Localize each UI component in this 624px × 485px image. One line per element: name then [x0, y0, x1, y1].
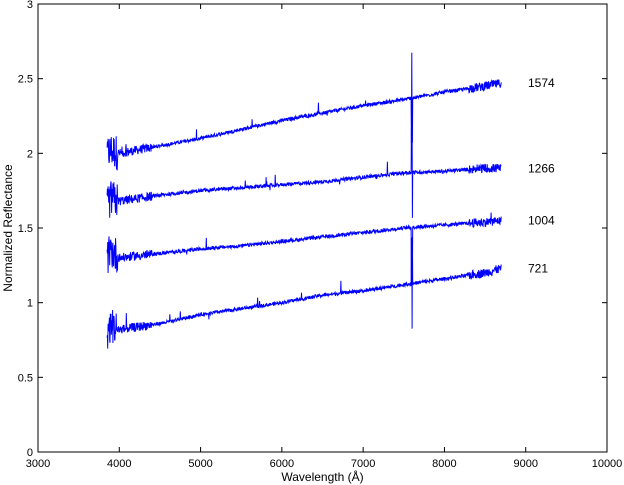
x-tick-label: 7000: [351, 458, 375, 470]
series-label-1266: 1266: [528, 161, 555, 175]
series-label-1004: 1004: [528, 214, 555, 228]
series-line-721: [106, 236, 502, 349]
x-tick-label: 6000: [270, 458, 294, 470]
series-line-1574: [106, 52, 502, 171]
series-lines: [106, 52, 502, 349]
x-tick-label: 3000: [26, 458, 50, 470]
axis-ticks: 3000 4000 5000 6000 7000 8000 9000 10000 0 0.5 1 1.…: [18, 0, 623, 470]
series-label-1574: 1574: [528, 76, 555, 90]
x-axis-label: Wavelength (Å): [281, 469, 363, 484]
x-tick-label: 9000: [513, 458, 537, 470]
series-label-721: 721: [528, 261, 548, 275]
y-tick-label: 2.5: [18, 74, 33, 86]
y-tick-label: 1: [27, 298, 33, 310]
y-tick-label: 0.5: [18, 372, 33, 384]
series-line-1004: [106, 212, 502, 274]
series-labels: 1574 1266 1004 721: [528, 76, 555, 275]
series-line-1266: [106, 126, 502, 218]
y-tick-label: 1.5: [18, 223, 33, 235]
x-tick-label: 10000: [592, 458, 623, 470]
y-tick-label: 2: [27, 148, 33, 160]
y-tick-label: 0: [27, 447, 33, 459]
plot-frame: [37, 3, 608, 453]
x-tick-label: 8000: [432, 458, 456, 470]
x-tick-label: 4000: [107, 458, 131, 470]
y-tick-label: 3: [27, 0, 33, 11]
x-tick-label: 5000: [188, 458, 212, 470]
y-axis-label: Normalized Reflectance: [1, 164, 15, 292]
